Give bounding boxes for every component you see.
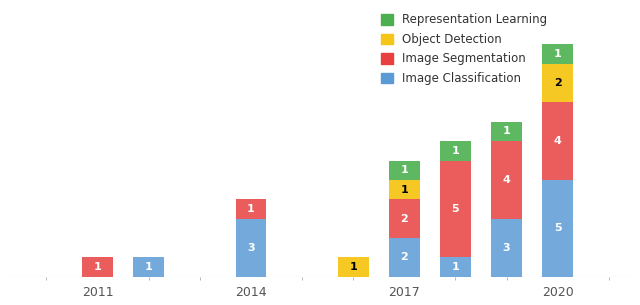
Bar (83, 257, 113, 277)
Bar (236, 199, 266, 219)
Bar (133, 257, 164, 277)
Bar (389, 180, 420, 199)
Text: 1: 1 (554, 49, 562, 59)
Text: 2: 2 (554, 78, 562, 88)
Bar (389, 160, 420, 180)
Text: 1: 1 (503, 127, 511, 136)
Bar (389, 199, 420, 238)
Bar (236, 219, 266, 277)
Text: 1: 1 (145, 262, 152, 272)
Text: 4: 4 (554, 136, 562, 146)
Bar (440, 257, 471, 277)
Bar (492, 219, 522, 277)
Bar (543, 64, 573, 102)
Bar (492, 122, 522, 141)
Legend: Representation Learning, Object Detection, Image Segmentation, Image Classificat: Representation Learning, Object Detectio… (376, 9, 552, 90)
Text: 1: 1 (452, 146, 460, 156)
Text: 3: 3 (247, 243, 255, 253)
Text: 1: 1 (401, 185, 408, 195)
Text: 4: 4 (502, 175, 511, 185)
Text: 1: 1 (401, 165, 408, 175)
Bar (543, 102, 573, 180)
Bar (338, 257, 369, 277)
Text: 1: 1 (349, 262, 357, 272)
Text: 2: 2 (401, 252, 408, 262)
Bar (389, 238, 420, 277)
Text: 3: 3 (503, 243, 511, 253)
Text: 5: 5 (554, 223, 561, 233)
Bar (543, 44, 573, 64)
Text: 1: 1 (93, 262, 102, 272)
Bar (440, 160, 471, 257)
Bar (543, 180, 573, 277)
Text: 1: 1 (247, 204, 255, 214)
Text: 2: 2 (401, 214, 408, 224)
Text: 5: 5 (452, 204, 460, 214)
Bar (440, 141, 471, 160)
Text: 1: 1 (452, 262, 460, 272)
Bar (492, 141, 522, 219)
